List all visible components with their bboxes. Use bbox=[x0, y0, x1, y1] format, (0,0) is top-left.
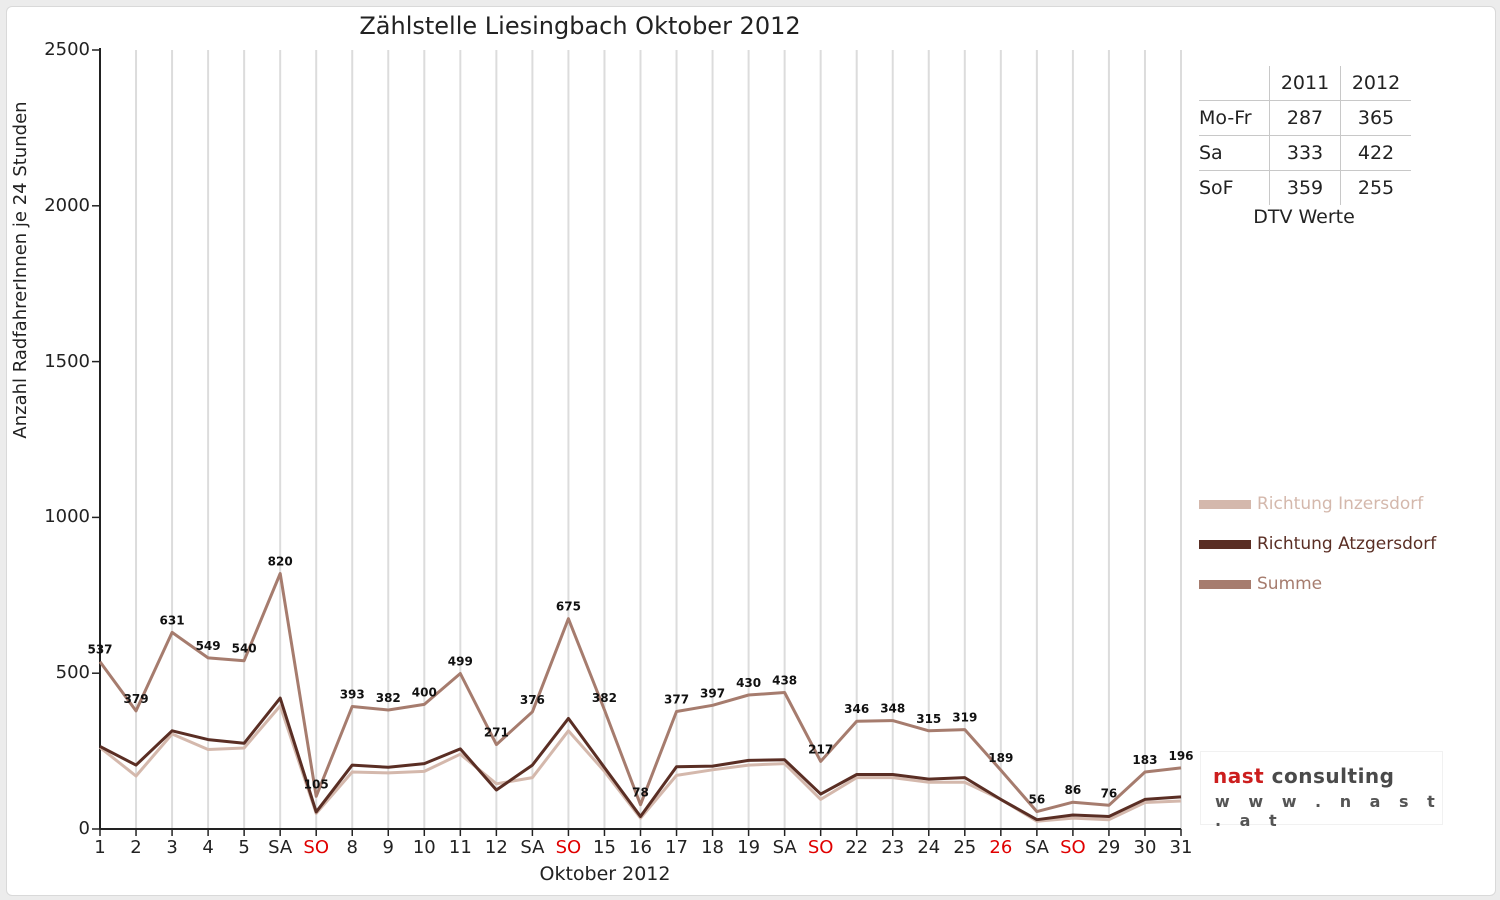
data-label: 377 bbox=[664, 693, 689, 707]
x-tick-label: 29 bbox=[1097, 837, 1121, 858]
data-label: 217 bbox=[808, 742, 833, 756]
x-tick-label: 26 bbox=[989, 837, 1013, 858]
dtv-table: 2011 2012 Mo-Fr 287 365 Sa 333 422 SoF 3… bbox=[1199, 66, 1411, 228]
data-label: 346 bbox=[844, 702, 869, 716]
data-label: 438 bbox=[772, 674, 797, 688]
x-tick-label: 1 bbox=[94, 837, 106, 858]
data-label: 382 bbox=[592, 691, 617, 705]
legend-label: Richtung Inzersdorf bbox=[1257, 494, 1424, 514]
x-tick-label: 12 bbox=[484, 837, 508, 858]
x-tick-label: 5 bbox=[238, 837, 250, 858]
dtv-cell: 422 bbox=[1340, 135, 1411, 171]
y-tick-label: 1000 bbox=[44, 506, 90, 528]
y-tick-label: 2000 bbox=[44, 194, 90, 216]
legend-swatch bbox=[1199, 500, 1251, 509]
x-tick-label: 17 bbox=[665, 837, 688, 858]
data-label: 315 bbox=[916, 712, 941, 726]
dtv-caption: DTV Werte bbox=[1253, 206, 1355, 228]
dtv-row-label: Mo-Fr bbox=[1199, 100, 1270, 136]
logo-url: w w w . n a s t . a t bbox=[1215, 792, 1442, 830]
x-tick-label: 9 bbox=[382, 837, 394, 858]
dtv-corner bbox=[1199, 66, 1270, 101]
nast-consulting-logo: nast consulting w w w . n a s t . a t bbox=[1201, 752, 1442, 830]
y-tick-label: 1500 bbox=[44, 350, 90, 372]
y-axis-label: Anzahl RadfahrerInnen je 24 Stunden bbox=[10, 101, 31, 439]
data-label: 430 bbox=[736, 676, 761, 690]
y-tick-label: 2500 bbox=[44, 39, 90, 60]
data-label: 499 bbox=[448, 655, 473, 669]
x-tick-label: 23 bbox=[881, 837, 905, 858]
x-tick-label: 25 bbox=[953, 837, 977, 858]
x-axis-label: Oktober 2012 bbox=[539, 863, 671, 885]
data-label: 397 bbox=[700, 686, 725, 700]
x-tick-label: 22 bbox=[845, 837, 869, 858]
dtv-row-label: Sa bbox=[1199, 135, 1270, 171]
logo-wordmark: nast consulting bbox=[1213, 764, 1394, 788]
dtv-year-2012: 2012 bbox=[1340, 66, 1411, 101]
x-tick-label: 15 bbox=[593, 837, 616, 858]
x-tick-label: SA bbox=[520, 837, 545, 858]
data-label: 348 bbox=[880, 702, 905, 716]
legend-swatch bbox=[1199, 540, 1251, 549]
dtv-cell: 365 bbox=[1340, 100, 1411, 136]
data-label: 189 bbox=[988, 751, 1013, 765]
data-label: 319 bbox=[952, 711, 977, 725]
x-tick-label: 10 bbox=[412, 837, 436, 858]
series-line-atzgersdorf bbox=[99, 696, 1182, 822]
legend-label: Summe bbox=[1257, 574, 1323, 594]
x-tick-label: 18 bbox=[701, 837, 725, 858]
data-label: 271 bbox=[484, 726, 509, 740]
data-label: 183 bbox=[1132, 753, 1157, 767]
x-tick-label: 16 bbox=[629, 837, 652, 858]
x-tick-label: SO bbox=[807, 837, 834, 858]
dtv-year-2011: 2011 bbox=[1269, 66, 1341, 101]
logo-nast: nast bbox=[1213, 764, 1265, 788]
legend-label: Richtung Atzgersdorf bbox=[1257, 534, 1437, 554]
x-tick-label: 19 bbox=[737, 837, 761, 858]
x-tick-label: SO bbox=[303, 837, 329, 858]
x-tick-label: SA bbox=[772, 837, 797, 858]
y-tick-label: 500 bbox=[55, 662, 90, 684]
dtv-cell: 287 bbox=[1269, 100, 1341, 136]
data-label: 196 bbox=[1168, 749, 1193, 763]
data-label: 631 bbox=[160, 613, 185, 627]
data-label: 382 bbox=[376, 691, 401, 705]
dtv-row-label: SoF bbox=[1199, 177, 1234, 199]
data-label: 393 bbox=[340, 688, 365, 702]
data-label: 379 bbox=[124, 692, 149, 706]
data-label: 820 bbox=[268, 554, 293, 568]
data-label: 540 bbox=[232, 642, 257, 656]
dtv-cell: 255 bbox=[1340, 170, 1411, 205]
x-tick-label: SO bbox=[555, 837, 582, 858]
data-label: 549 bbox=[196, 639, 221, 653]
data-label: 76 bbox=[1101, 786, 1118, 800]
chart-title: Zählstelle Liesingbach Oktober 2012 bbox=[359, 12, 801, 40]
dtv-cell: 333 bbox=[1269, 135, 1341, 171]
data-label: 78 bbox=[632, 786, 649, 800]
x-tick-label: 24 bbox=[917, 837, 941, 858]
x-tick-label: 30 bbox=[1133, 837, 1157, 858]
x-tick-label: 4 bbox=[202, 837, 214, 858]
series-line-summe bbox=[98, 572, 1182, 814]
x-tick-label: 3 bbox=[166, 837, 178, 858]
x-tick-label: SA bbox=[1024, 837, 1049, 858]
logo-consulting: consulting bbox=[1271, 764, 1395, 788]
x-tick-label: 8 bbox=[346, 837, 358, 858]
x-tick-label: 31 bbox=[1169, 837, 1193, 858]
x-tick-label: 11 bbox=[448, 837, 472, 858]
data-label: 675 bbox=[556, 600, 581, 614]
x-tick-label: SO bbox=[1060, 837, 1086, 858]
legend-swatch bbox=[1199, 580, 1251, 589]
data-label: 56 bbox=[1029, 793, 1046, 807]
x-tick-label: SA bbox=[268, 837, 293, 858]
data-label: 400 bbox=[412, 685, 437, 699]
x-tick-label: 2 bbox=[130, 837, 142, 858]
y-tick-label: 0 bbox=[78, 818, 90, 839]
data-label: 86 bbox=[1065, 783, 1082, 797]
data-label: 537 bbox=[87, 643, 112, 657]
dtv-cell: 359 bbox=[1269, 170, 1341, 205]
data-label: 105 bbox=[304, 777, 329, 791]
data-label: 376 bbox=[520, 693, 545, 707]
